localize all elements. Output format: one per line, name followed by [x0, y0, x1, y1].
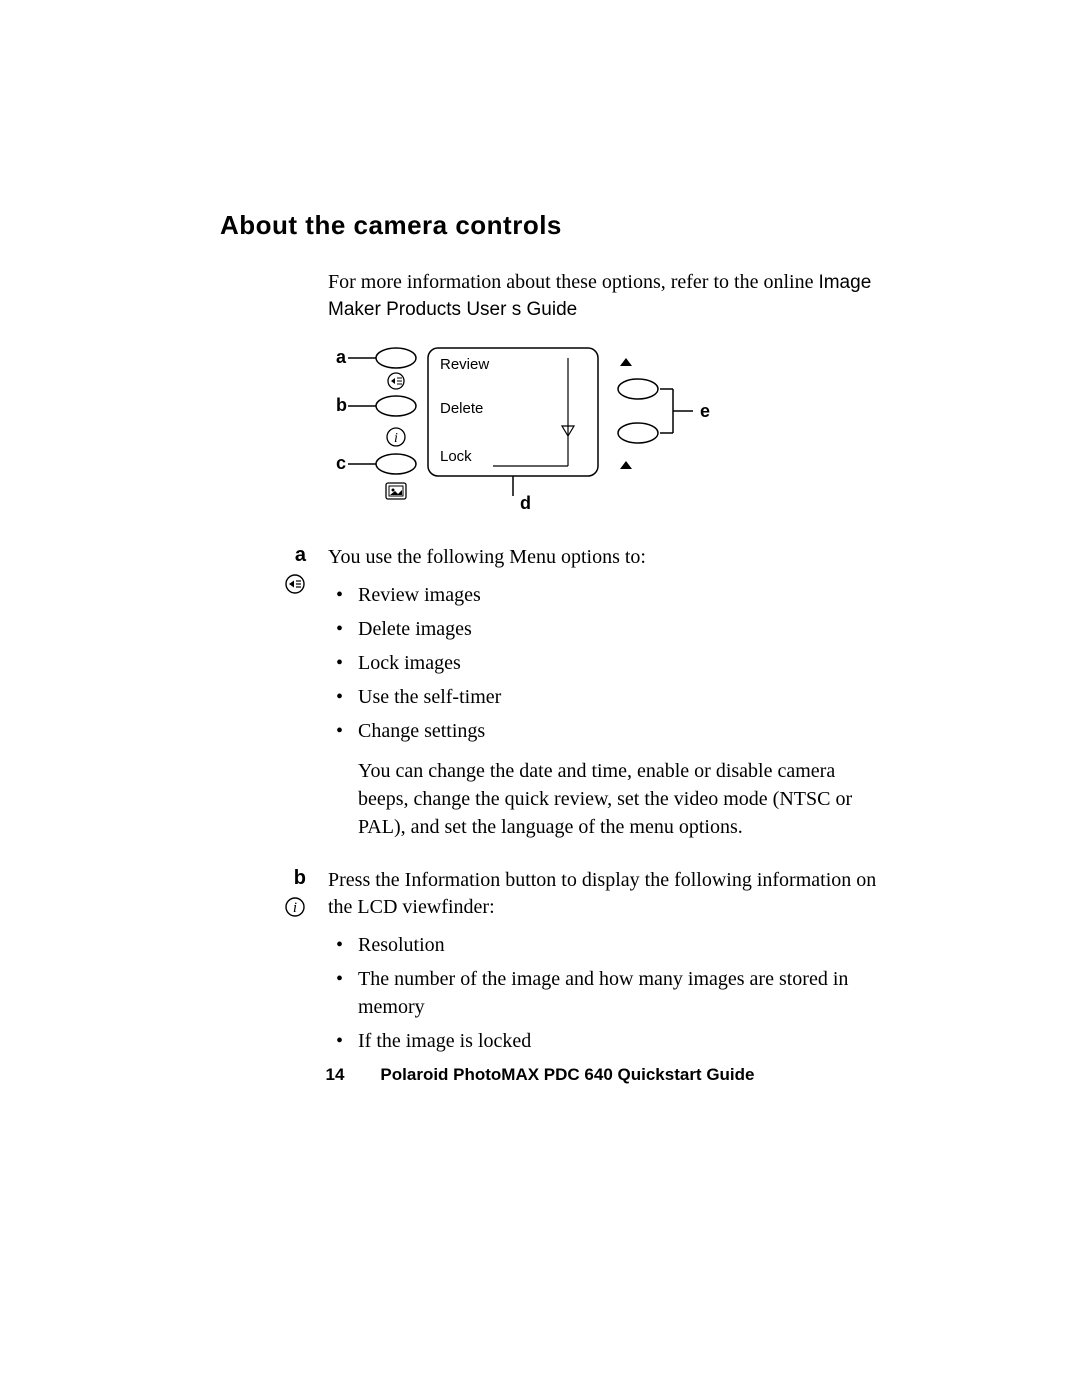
svg-text:i: i	[293, 900, 297, 916]
page-footer: 14 Polaroid PhotoMAX PDC 640 Quickstart G…	[0, 1065, 1080, 1085]
diagram-label-c: c	[336, 453, 346, 473]
diagram-label-e: e	[700, 401, 710, 421]
section-b-list: Resolution The number of the image and h…	[328, 931, 880, 1055]
list-item: If the image is locked	[328, 1027, 880, 1055]
menu-item-delete: Delete	[440, 400, 483, 417]
button-up-icon	[618, 379, 658, 399]
down-arrow-icon	[620, 461, 632, 469]
section-a: a You use the following Menu options to:…	[220, 544, 880, 841]
page-heading: About the camera controls	[220, 210, 880, 241]
section-letter-a: a	[220, 544, 306, 567]
diagram-label-b: b	[336, 395, 347, 415]
button-c-icon	[376, 454, 416, 474]
up-arrow-icon	[620, 358, 632, 366]
button-b-icon	[376, 396, 416, 416]
section-b-lead: Press the Information button to display …	[328, 867, 880, 921]
list-item: Delete images	[328, 615, 880, 643]
diagram-label-a: a	[336, 347, 347, 367]
intro-prefix: For more information about these options…	[328, 271, 818, 293]
menu-icon	[284, 573, 306, 600]
list-item: Change settings	[328, 717, 880, 745]
picture-icon	[386, 483, 406, 499]
list-item: Use the self-timer	[328, 683, 880, 711]
menu-item-review: Review	[440, 356, 489, 373]
footer-title: Polaroid PhotoMAX PDC 640 Quickstart Gui…	[380, 1065, 754, 1084]
page-number: 14	[326, 1065, 345, 1084]
menu-item-lock: Lock	[440, 448, 472, 465]
diagram-label-d: d	[520, 493, 531, 513]
list-item: The number of the image and how many ima…	[328, 965, 880, 1021]
controls-diagram: a b c i	[328, 341, 880, 526]
svg-text:i: i	[394, 431, 398, 446]
list-item: Resolution	[328, 931, 880, 959]
list-item: Review images	[328, 581, 880, 609]
info-icon: i	[284, 896, 306, 923]
section-a-lead: You use the following Menu options to:	[328, 544, 880, 571]
section-b: b i Press the Information button to disp…	[220, 867, 880, 1067]
intro-paragraph: For more information about these options…	[328, 269, 880, 323]
section-letter-b: b	[220, 867, 306, 890]
button-down-icon	[618, 423, 658, 443]
section-a-list: Review images Delete images Lock images …	[328, 581, 880, 745]
button-a-icon	[376, 348, 416, 368]
section-a-paragraph: You can change the date and time, enable…	[358, 757, 880, 841]
list-item: Lock images	[328, 649, 880, 677]
